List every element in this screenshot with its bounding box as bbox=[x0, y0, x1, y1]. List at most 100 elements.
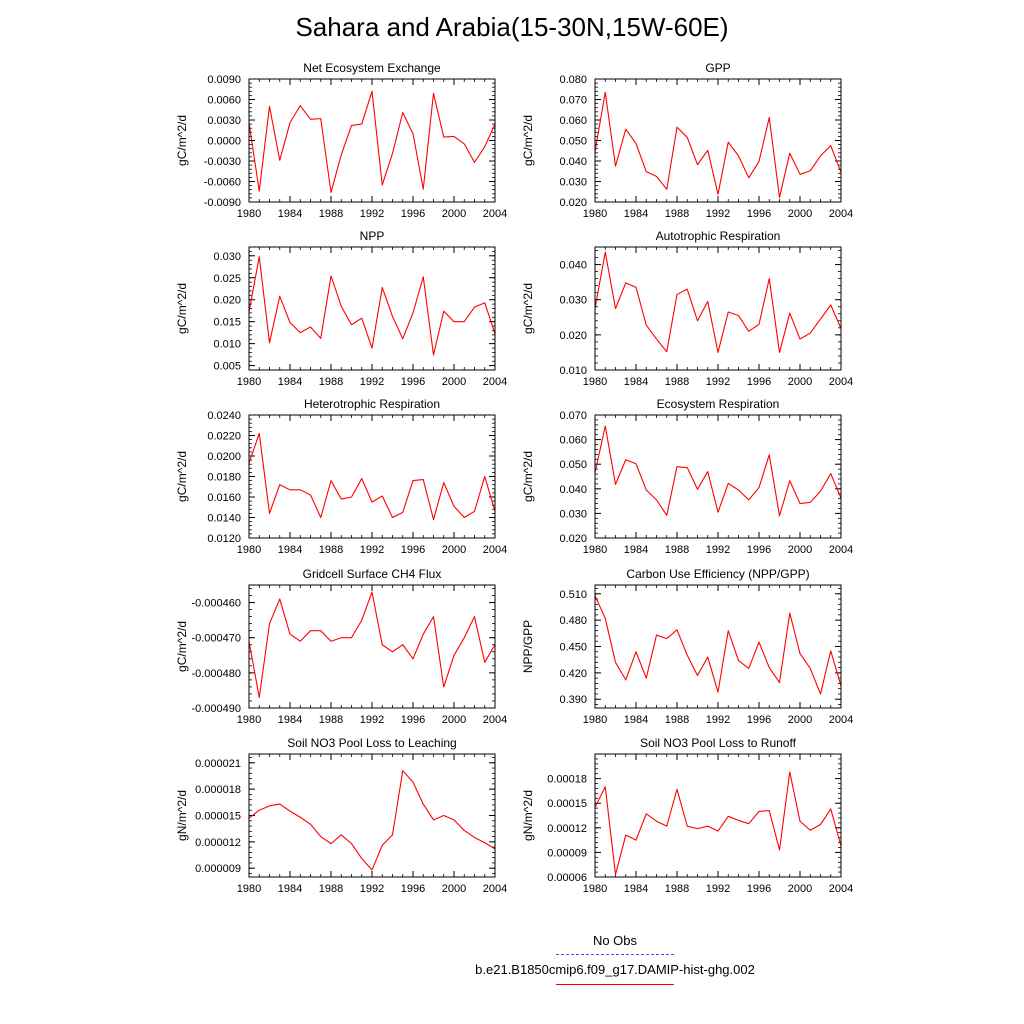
series-line bbox=[248, 90, 496, 193]
x-tick-label: 2004 bbox=[483, 208, 507, 220]
x-tick-label: 1980 bbox=[237, 883, 261, 895]
x-tick-label: 1980 bbox=[583, 883, 607, 895]
x-tick-label: 1992 bbox=[706, 544, 730, 556]
chart-panel: Ecosystem Respiration gC/m^2/d 1980 1984 198… bbox=[521, 397, 853, 556]
y-tick-label: 0.040 bbox=[559, 484, 587, 496]
x-tick-label: 1988 bbox=[665, 376, 689, 388]
x-tick-label: 1980 bbox=[237, 208, 261, 220]
x-tick-label: 1984 bbox=[278, 208, 302, 220]
panel-title: Heterotrophic Respiration bbox=[304, 397, 440, 411]
x-tick-label: 2000 bbox=[788, 376, 812, 388]
y-tick-label: 0.0140 bbox=[207, 513, 241, 525]
y-axis-label: gC/m^2/d bbox=[521, 283, 535, 334]
y-tick-label: 0.0200 bbox=[207, 451, 241, 463]
y-tick-label: -0.0030 bbox=[204, 156, 241, 168]
panel-title: Net Ecosystem Exchange bbox=[303, 61, 441, 75]
y-tick-label: -0.000480 bbox=[191, 668, 241, 680]
y-tick-label: 0.0160 bbox=[207, 492, 241, 504]
y-axis-label: gC/m^2/d bbox=[521, 115, 535, 166]
y-tick-label: 0.040 bbox=[559, 260, 587, 272]
x-tick-label: 2000 bbox=[788, 883, 812, 895]
plot-frame bbox=[594, 414, 842, 539]
chart-panel: Autotrophic Respiration gC/m^2/d 1980 1984 1… bbox=[521, 229, 853, 388]
y-tick-label: 0.020 bbox=[559, 533, 587, 545]
x-tick-label: 1988 bbox=[319, 376, 343, 388]
y-tick-label: 0.020 bbox=[559, 197, 587, 209]
x-tick-label: 1984 bbox=[278, 544, 302, 556]
x-tick-label: 1980 bbox=[583, 376, 607, 388]
y-tick-label: 0.010 bbox=[213, 339, 241, 351]
y-tick-label: 0.000021 bbox=[195, 758, 241, 770]
x-tick-label: 1980 bbox=[237, 714, 261, 726]
y-tick-label: 0.005 bbox=[213, 361, 241, 373]
x-tick-label: 2004 bbox=[483, 376, 507, 388]
y-tick-label: -0.000490 bbox=[191, 703, 241, 715]
series-line bbox=[594, 425, 842, 517]
chart-panel: Net Ecosystem Exchange gC/m^2/d 1980 1984 19… bbox=[175, 61, 507, 220]
x-tick-label: 1988 bbox=[665, 883, 689, 895]
x-tick-label: 1992 bbox=[360, 714, 384, 726]
plot-frame bbox=[594, 246, 842, 371]
x-tick-label: 2000 bbox=[442, 208, 466, 220]
plot-frame bbox=[248, 753, 496, 878]
series-line bbox=[594, 771, 842, 876]
x-tick-label: 1984 bbox=[624, 544, 648, 556]
x-tick-label: 1996 bbox=[747, 208, 771, 220]
x-tick-label: 2000 bbox=[788, 544, 812, 556]
plot-frame bbox=[248, 78, 496, 203]
plot-frame bbox=[248, 414, 496, 539]
x-tick-label: 2004 bbox=[829, 714, 853, 726]
y-tick-label: 0.030 bbox=[213, 251, 241, 263]
x-tick-label: 2004 bbox=[483, 883, 507, 895]
chart-panel: Carbon Use Efficiency (NPP/GPP) NPP/GPP 19… bbox=[521, 567, 853, 726]
legend-line-no-obs bbox=[556, 954, 674, 955]
y-tick-label: 0.0180 bbox=[207, 472, 241, 484]
y-tick-label: 0.070 bbox=[559, 95, 587, 107]
y-tick-label: 0.050 bbox=[559, 459, 587, 471]
y-tick-label: 0.030 bbox=[559, 295, 587, 307]
x-tick-label: 1984 bbox=[624, 883, 648, 895]
x-tick-label: 1984 bbox=[624, 376, 648, 388]
panel-title: NPP bbox=[360, 229, 385, 243]
series-line bbox=[594, 251, 842, 353]
series-line bbox=[594, 91, 842, 199]
series-line bbox=[248, 432, 496, 521]
y-tick-label: 0.020 bbox=[213, 295, 241, 307]
x-tick-label: 2004 bbox=[483, 544, 507, 556]
y-axis-label: gN/m^2/d bbox=[521, 790, 535, 841]
chart-panel: GPP gC/m^2/d 1980 1984 1988 1992 1996 2000 2004 0… bbox=[521, 61, 853, 220]
x-tick-label: 1988 bbox=[319, 883, 343, 895]
chart-panel: Soil NO3 Pool Loss to Leaching gN/m^2/d 19… bbox=[175, 736, 507, 895]
x-tick-label: 1996 bbox=[401, 714, 425, 726]
x-tick-label: 1996 bbox=[747, 883, 771, 895]
x-tick-label: 1984 bbox=[624, 714, 648, 726]
plot-frame bbox=[594, 753, 842, 878]
y-axis-label: gN/m^2/d bbox=[175, 790, 189, 841]
y-tick-label: 0.00006 bbox=[547, 872, 587, 884]
y-tick-label: 0.050 bbox=[559, 136, 587, 148]
x-tick-label: 2004 bbox=[829, 883, 853, 895]
plot-frame bbox=[594, 584, 842, 709]
y-tick-label: 0.020 bbox=[559, 330, 587, 342]
x-tick-label: 2000 bbox=[442, 883, 466, 895]
x-tick-label: 1980 bbox=[583, 208, 607, 220]
x-tick-label: 1992 bbox=[706, 883, 730, 895]
y-tick-label: -0.0090 bbox=[204, 197, 241, 209]
y-axis-label: gC/m^2/d bbox=[175, 283, 189, 334]
series-line bbox=[248, 256, 496, 356]
x-tick-label: 1984 bbox=[278, 376, 302, 388]
legend: No Obs b.e21.B1850cmip6.f09_g17.DAMIP-hi… bbox=[400, 930, 830, 990]
x-tick-label: 1988 bbox=[665, 714, 689, 726]
legend-label-model-run: b.e21.B1850cmip6.f09_g17.DAMIP-hist-ghg.… bbox=[475, 962, 755, 977]
y-tick-label: 0.0000 bbox=[207, 136, 241, 148]
y-tick-label: 0.0060 bbox=[207, 95, 241, 107]
y-tick-label: 0.0120 bbox=[207, 533, 241, 545]
x-tick-label: 1988 bbox=[319, 544, 343, 556]
y-tick-label: 0.030 bbox=[559, 177, 587, 189]
plot-frame bbox=[248, 246, 496, 371]
chart-panel: Heterotrophic Respiration gC/m^2/d 1980 198… bbox=[175, 397, 507, 556]
x-tick-label: 1992 bbox=[360, 883, 384, 895]
y-tick-label: 0.450 bbox=[559, 642, 587, 654]
y-tick-label: 0.030 bbox=[559, 508, 587, 520]
panel-title: Soil NO3 Pool Loss to Leaching bbox=[287, 736, 456, 750]
